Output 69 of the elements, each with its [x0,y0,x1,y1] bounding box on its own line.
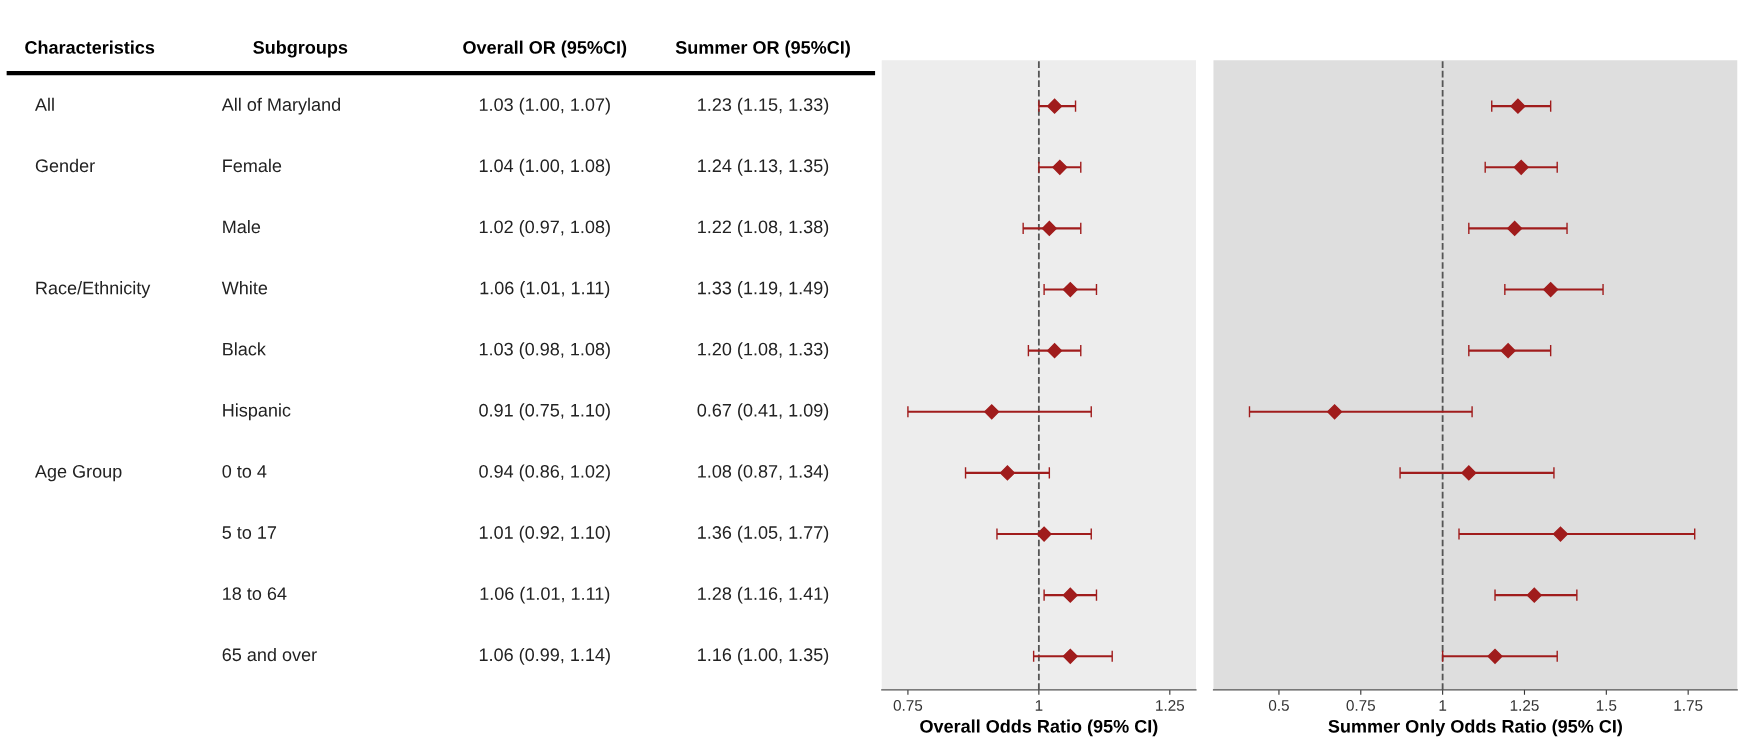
point [1036,526,1052,542]
category-label: Hispanic [223,403,291,421]
x-tick-label: 1 [1035,700,1043,711]
data-label: 1.02 (0.97, 1.08) [479,220,610,237]
point [1526,587,1542,603]
text: Summer OR (95%CI) [675,40,850,58]
text: Subgroups [253,40,348,58]
data-label: 1.03 (1.00, 1.07) [479,97,610,115]
category-label: 5 to 17 [222,526,277,539]
data-label: 0.67 (0.41, 1.09) [697,403,829,421]
x-tick-label: 1 [1439,700,1447,711]
point [999,465,1016,481]
data-label: 1.06 (0.99, 1.14) [479,647,610,665]
point [1041,220,1057,236]
point [1510,98,1526,114]
data-label: 1.24 (1.13, 1.35) [698,158,829,176]
category-label: White [221,281,268,295]
x-tick-label: 0.75 [1346,700,1376,711]
data-label: 1.16 (1.00, 1.35) [698,647,829,665]
data-label: 1.36 (1.05, 1.77) [698,525,829,543]
point [1552,526,1569,542]
point [1062,587,1078,603]
point [1052,159,1068,175]
text: Gender [35,158,95,173]
point [1461,465,1477,481]
text: Age Group [34,464,122,482]
data-label: 1.33 (1.19, 1.49) [698,281,829,298]
data-label: 1.06 (1.01, 1.11) [480,281,610,298]
x-tick-label: 1.75 [1674,700,1703,711]
point [1047,98,1063,114]
data-label: 1.01 (0.92, 1.10) [479,525,610,543]
data-label: 1.23 (1.15, 1.33) [698,97,829,115]
point [1507,220,1523,236]
data-label: 0.91 (0.75, 1.10) [479,403,610,421]
point [1047,343,1063,359]
category-label: 0 to 4 [222,464,267,478]
category-label: All of Maryland [221,97,340,115]
point [1500,343,1516,359]
data-label: 1.04 (1.00, 1.08) [479,158,610,176]
category-label: Female [223,158,282,173]
category-label: 65 and over [222,647,317,662]
data-label: 0.94 (0.86, 1.02) [479,464,610,482]
x-tick-label: 1.5 [1596,700,1617,711]
point [1513,159,1529,175]
point [1543,281,1559,298]
x-tick-label: 1.25 [1156,700,1185,711]
x-tick-label: 0.75 [893,700,923,711]
data-label: 1.22 (1.08, 1.38) [698,220,829,237]
x-tick-label: 0.5 [1268,700,1289,711]
x-tick-label: 1.25 [1510,700,1539,711]
data-label: 1.28 (1.16, 1.41) [698,586,829,604]
data-label: 1.06 (1.01, 1.11) [480,586,610,604]
text: All [34,97,54,111]
x-axis-title: Overall Odds Ratio (95% CI) [920,719,1158,737]
data-label: 1.08 (0.87, 1.34) [698,464,829,482]
data-label: 1.03 (0.98, 1.08) [479,342,610,360]
category-label: Black [223,342,266,356]
text: Overall OR (95%CI) [463,40,627,58]
text: Characteristics [25,40,155,54]
point [1487,648,1503,664]
point [1062,648,1078,664]
data-label: 1.20 (1.08, 1.33) [698,342,829,360]
x-axis-title: Summer Only Odds Ratio (95% CI) [1328,719,1622,737]
category-label: Male [223,220,261,234]
text: Race/Ethnicity [36,281,151,298]
point [1062,281,1078,298]
category-label: 18 to 64 [223,587,287,601]
point [984,404,1000,420]
point [1327,404,1343,420]
